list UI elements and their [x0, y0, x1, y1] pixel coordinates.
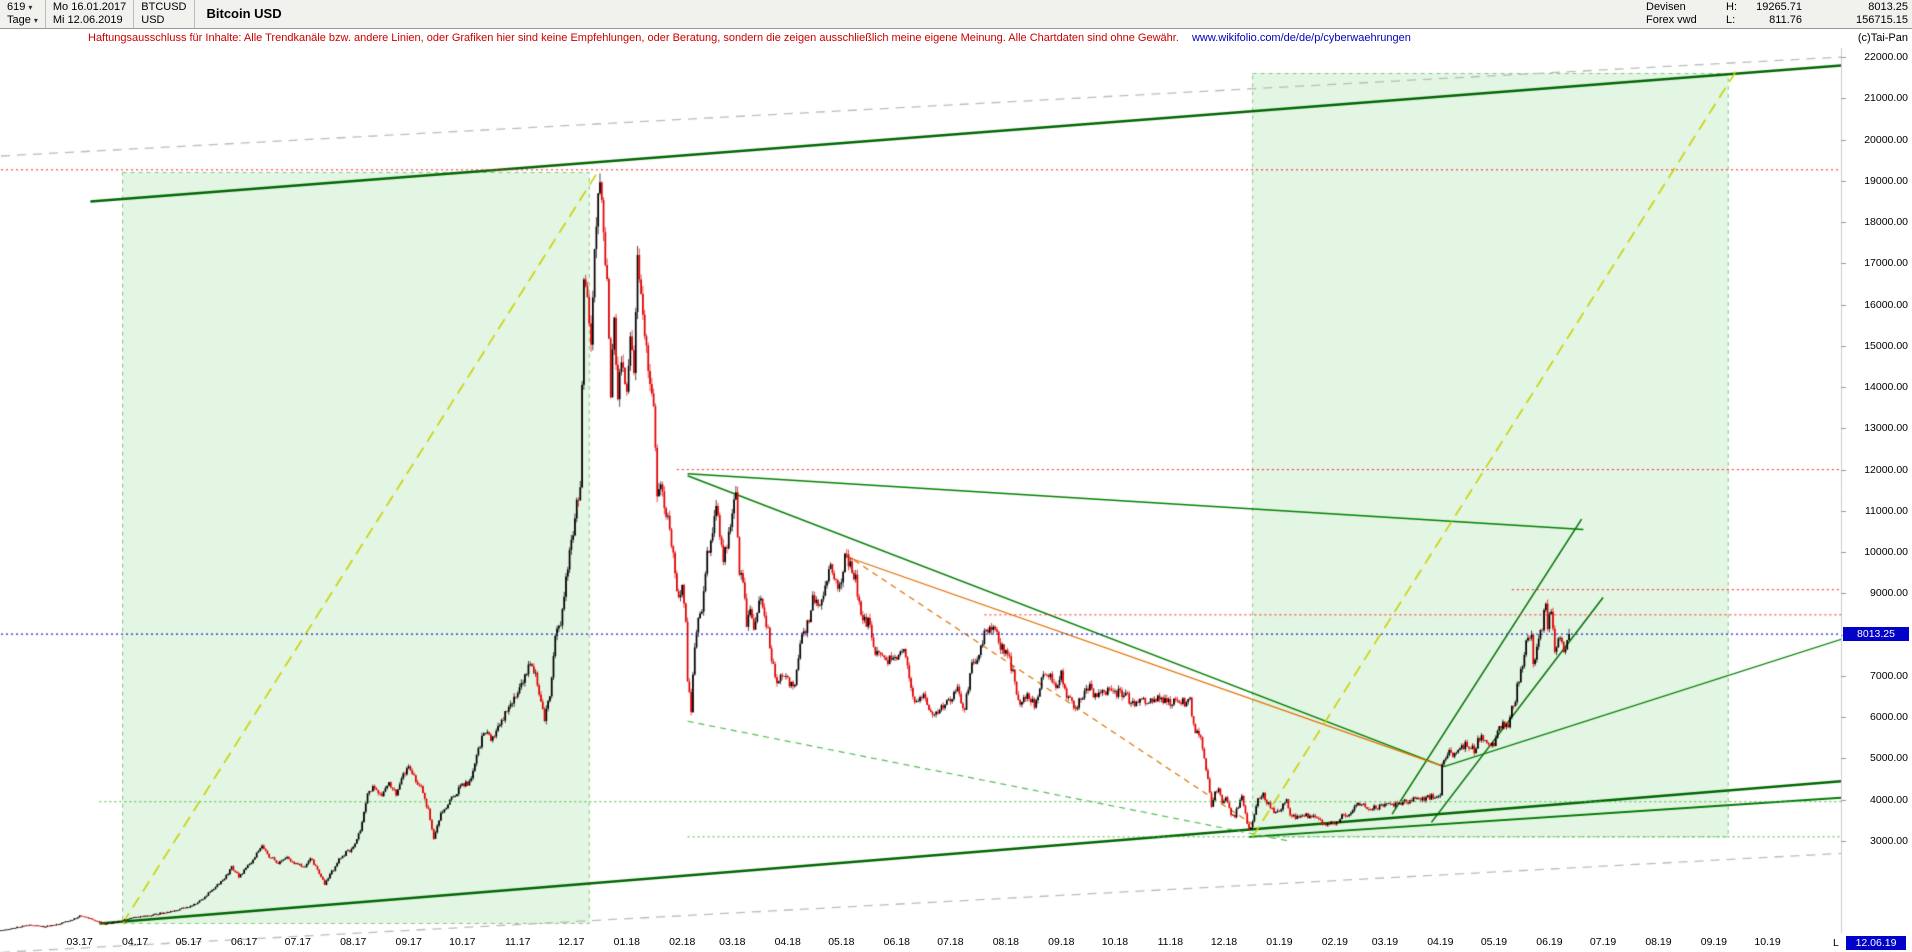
start-date: Mo 16.01.2017 [52, 1, 127, 13]
symbol-cell: BTCUSD USD [134, 0, 195, 28]
y-axis-label: 11000.00 [1864, 504, 1908, 517]
chart-selector-cell: 619 ▾ Tage ▾ [0, 0, 46, 28]
y-axis-label: 16000.00 [1864, 298, 1908, 311]
y-axis-label: 20000.00 [1864, 133, 1908, 146]
y-axis-label: 3000.00 [1870, 834, 1908, 847]
end-date: Mi 12.06.2019 [52, 14, 123, 26]
copyright-label: (c)Tai-Pan [1857, 32, 1908, 44]
symbol-code: BTCUSD [141, 1, 187, 13]
low-value: 811.76 [1769, 14, 1802, 26]
last-price-value: 8013.25 [1868, 1, 1908, 13]
chart-header: 619 ▾ Tage ▾ Mo 16.01.2017 Mi 12.06.2019 B… [0, 0, 1912, 29]
y-axis-label: 18000.00 [1864, 216, 1908, 229]
last-date-badge: 12.06.19 [1846, 936, 1906, 950]
chart-number-select[interactable]: 619 ▾ [7, 1, 38, 14]
header-right-values: Devisen H: 19265.71 8013.25 Forex vwd L:… [1646, 1, 1908, 27]
instrument-title: Bitcoin USD [206, 6, 282, 21]
period-select[interactable]: Tage ▾ [7, 14, 38, 27]
chevron-down-icon[interactable]: ▾ [33, 16, 38, 25]
disclaimer-text: Haftungsausschluss für Inhalte: Alle Tre… [88, 32, 1179, 44]
wikifolio-link[interactable]: www.wikifolio.com/de/de/p/cyberwaehrunge… [1191, 32, 1411, 44]
chevron-down-icon[interactable]: ▾ [28, 3, 33, 12]
y-axis-label: 15000.00 [1864, 339, 1908, 352]
y-axis-label: 12000.00 [1864, 463, 1908, 476]
period-label[interactable]: Tage [7, 14, 31, 26]
y-axis-label: 9000.00 [1870, 587, 1908, 600]
last-marker-label: L [1833, 937, 1839, 949]
low-label: L: [1726, 14, 1736, 26]
y-axis-label: 13000.00 [1864, 422, 1908, 435]
header-left-cells: 619 ▾ Tage ▾ Mo 16.01.2017 Mi 12.06.2019 B… [0, 0, 294, 28]
high-value: 19265.71 [1756, 1, 1802, 13]
last-price-badge: 8013.25 [1843, 627, 1909, 641]
chart-number[interactable]: 619 [7, 1, 26, 13]
y-axis-label: 4000.00 [1870, 793, 1908, 806]
y-axis-label: 19000.00 [1864, 174, 1908, 187]
y-axis-label: 17000.00 [1864, 257, 1908, 270]
y-axis-label: 10000.00 [1864, 546, 1908, 559]
y-axis-label: 14000.00 [1864, 381, 1908, 394]
date-range-cell: Mo 16.01.2017 Mi 12.06.2019 [46, 0, 135, 28]
y-axis-label: 6000.00 [1870, 711, 1908, 724]
market-label: Devisen [1646, 1, 1686, 13]
volume-value: 156715.15 [1856, 14, 1908, 26]
y-axis-label: 5000.00 [1870, 752, 1908, 765]
feed-label: Forex vwd [1646, 14, 1697, 26]
disclaimer-row: Haftungsausschluss für Inhalte: Alle Tre… [0, 30, 1912, 47]
high-label: H: [1726, 1, 1737, 13]
currency-code: USD [141, 14, 165, 26]
y-axis-label: 21000.00 [1864, 92, 1908, 105]
y-axis-label: 22000.00 [1864, 51, 1908, 63]
y-axis: 22000.00 21000.00 20000.00 19000.00 18000.00… [1844, 0, 1910, 952]
y-axis-label: 7000.00 [1870, 669, 1908, 682]
